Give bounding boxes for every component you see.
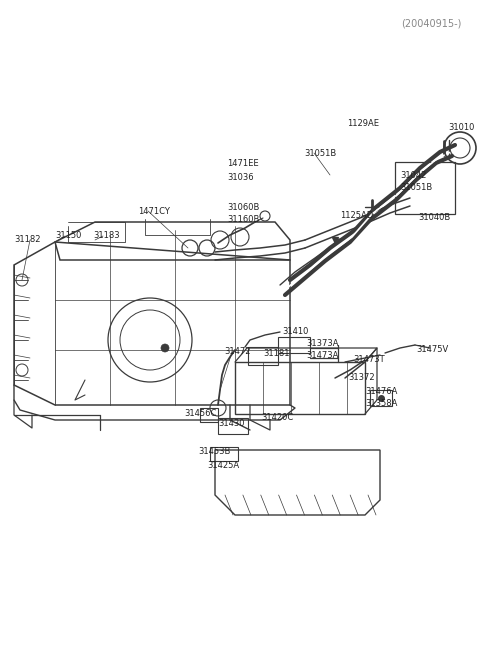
Text: 31453B: 31453B (198, 447, 230, 455)
Bar (210, 447, 238, 461)
Text: 1125AD: 1125AD (340, 210, 373, 219)
Bar (395, 162, 455, 214)
Text: 31410: 31410 (282, 328, 308, 337)
Text: 31150: 31150 (55, 231, 82, 240)
Text: 31373A: 31373A (306, 339, 338, 348)
Bar (235, 362, 365, 414)
Text: 31430: 31430 (218, 419, 244, 428)
Text: 31473T: 31473T (353, 356, 384, 364)
Text: 1129AE: 1129AE (347, 119, 379, 128)
Bar (218, 418, 248, 434)
Text: 31010: 31010 (448, 122, 474, 132)
Text: 31183: 31183 (93, 231, 120, 240)
Text: 31358A: 31358A (365, 398, 397, 407)
Text: 31051B: 31051B (304, 149, 336, 157)
Bar (278, 337, 310, 353)
Text: (20040915-): (20040915-) (402, 18, 462, 28)
Text: 31036: 31036 (227, 172, 253, 181)
Text: 31472: 31472 (224, 348, 251, 356)
Text: 1471EE: 1471EE (227, 159, 259, 168)
Text: 31475V: 31475V (416, 345, 448, 354)
Text: 31425A: 31425A (207, 462, 239, 470)
Bar (370, 390, 392, 406)
Text: 31051B: 31051B (400, 183, 432, 193)
Text: 31473A: 31473A (306, 350, 338, 360)
Text: 31476A: 31476A (365, 388, 397, 396)
Bar (248, 347, 278, 365)
Circle shape (161, 344, 169, 352)
Text: 31060B: 31060B (227, 202, 259, 212)
Text: 1471CY: 1471CY (138, 206, 170, 215)
Text: 31181: 31181 (263, 348, 289, 358)
Text: 31420C: 31420C (261, 413, 293, 422)
Text: 31456C: 31456C (184, 409, 216, 417)
Text: 31372: 31372 (348, 373, 374, 383)
Text: 31040B: 31040B (418, 214, 450, 223)
Text: 31182: 31182 (14, 236, 40, 244)
Bar (200, 408, 218, 422)
Text: 31042: 31042 (400, 170, 426, 179)
Text: 31160B: 31160B (227, 215, 259, 225)
